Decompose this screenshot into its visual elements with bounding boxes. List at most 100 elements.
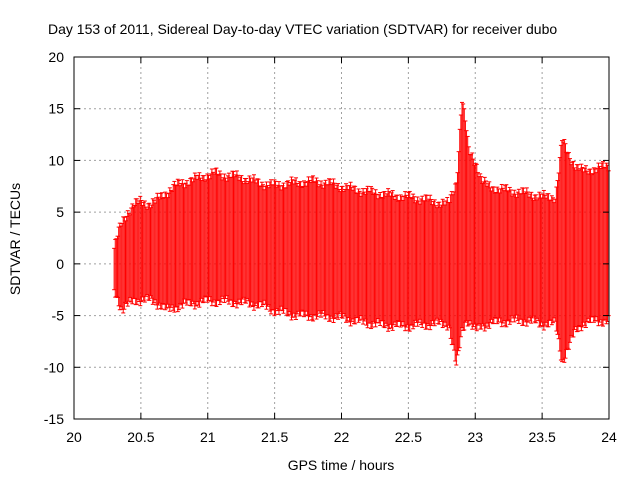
error-bar: [151, 199, 156, 304]
error-bar: [602, 166, 607, 321]
error-bar: [483, 180, 488, 329]
chart-title: Day 153 of 2011, Sidereal Day-to-day VTE…: [48, 21, 557, 37]
error-bar: [566, 152, 571, 350]
error-bar: [150, 198, 155, 305]
error-bar: [507, 186, 512, 325]
error-bar: [395, 194, 400, 327]
error-bar: [272, 179, 277, 317]
error-bar: [513, 193, 518, 319]
error-bar: [433, 205, 438, 321]
error-bar: [276, 181, 281, 315]
error-bar: [530, 197, 535, 319]
x-tick-label: 21.5: [261, 429, 288, 445]
error-bar: [386, 188, 391, 332]
error-bar: [353, 185, 358, 325]
error-bar: [495, 186, 500, 325]
error-bar: [315, 180, 320, 318]
error-bar: [192, 172, 197, 310]
error-bar: [244, 177, 249, 304]
error-bar: [466, 146, 471, 326]
error-bar: [323, 179, 328, 320]
error-bar: [508, 189, 513, 323]
error-bar: [575, 164, 580, 332]
error-bar: [362, 191, 367, 322]
error-bar: [348, 181, 353, 327]
error-bar: [428, 194, 433, 331]
error-bar: [217, 170, 222, 306]
y-tick-label: -15: [44, 411, 64, 427]
error-bar: [222, 173, 227, 303]
error-bar: [420, 195, 425, 328]
error-bar: [231, 171, 236, 307]
error-bar: [198, 177, 203, 302]
x-tick-label: 20: [66, 429, 82, 445]
error-bar: [488, 187, 493, 323]
error-bar: [336, 183, 341, 320]
y-tick-label: 20: [48, 49, 64, 65]
error-bar: [391, 195, 396, 326]
error-bar: [465, 135, 470, 327]
error-bar: [328, 178, 333, 322]
error-bar: [214, 167, 219, 307]
error-bar: [125, 210, 130, 307]
error-bar: [398, 194, 403, 328]
error-bar: [572, 167, 577, 331]
error-bar: [163, 191, 168, 311]
error-bar: [294, 177, 299, 320]
error-bar: [138, 195, 143, 307]
error-bar: [239, 175, 244, 306]
error-bar: [390, 190, 395, 331]
error-bar: [463, 120, 468, 323]
error-bar: [479, 176, 484, 330]
error-bar: [588, 168, 593, 323]
error-bar: [189, 177, 194, 307]
error-bar: [549, 195, 554, 326]
error-bar: [209, 168, 214, 307]
y-tick-label: -10: [44, 359, 64, 375]
error-bar: [470, 152, 475, 330]
error-bar: [361, 188, 366, 325]
error-bar: [500, 187, 505, 324]
error-bar: [240, 181, 245, 300]
error-bar: [445, 197, 450, 331]
error-bar: [344, 183, 349, 323]
error-bar: [432, 199, 437, 327]
error-bar: [580, 167, 585, 328]
error-bar: [256, 178, 261, 309]
error-bar: [440, 198, 445, 329]
error-bar: [265, 185, 270, 307]
error-bar: [349, 186, 354, 322]
error-bar: [319, 180, 324, 318]
error-bar: [215, 173, 220, 302]
x-tick-label: 21: [200, 429, 216, 445]
error-bar: [579, 163, 584, 332]
y-tick-label: 0: [56, 256, 64, 272]
x-tick-label: 22.5: [395, 429, 422, 445]
error-bar: [264, 181, 269, 310]
error-bar: [487, 181, 492, 329]
error-bar: [159, 192, 164, 310]
error-bar: [205, 173, 210, 303]
error-bar: [387, 191, 392, 330]
error-bar: [269, 179, 274, 315]
error-bar: [568, 158, 573, 343]
error-bar: [223, 177, 228, 300]
y-axis: -15 -10 -5 0 5 10 15 20: [44, 49, 609, 427]
error-bar: [560, 140, 565, 363]
error-bar: [332, 182, 337, 320]
y-tick-label: -5: [52, 308, 65, 324]
error-bar: [301, 180, 306, 318]
error-bar: [253, 179, 258, 307]
error-bar: [499, 183, 504, 328]
error-bar: [411, 193, 416, 330]
error-bar: [312, 181, 317, 316]
error-bar: [295, 183, 300, 315]
error-bar: [521, 187, 526, 326]
x-tick-label: 23.5: [529, 429, 556, 445]
error-bar: [143, 206, 148, 297]
error-bar: [596, 162, 601, 327]
error-bar: [475, 172, 480, 326]
error-bar: [134, 198, 139, 305]
error-bar: [597, 165, 602, 323]
error-bar: [356, 188, 361, 323]
